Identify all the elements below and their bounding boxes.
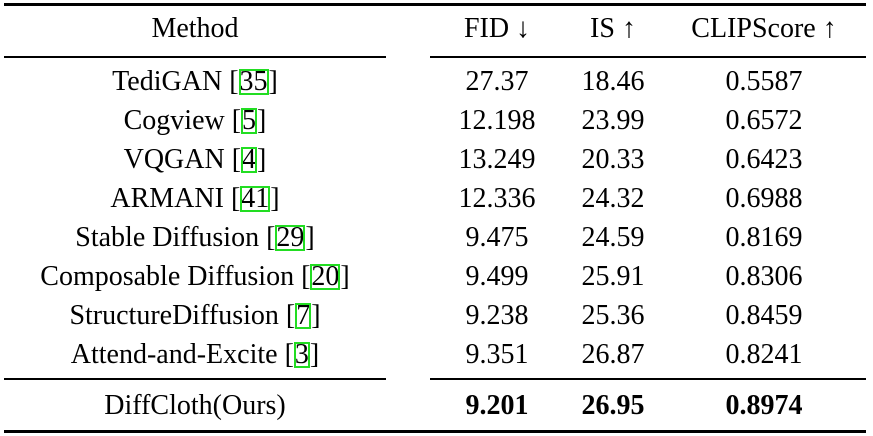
clipscore-cell: 0.8306	[725, 261, 803, 292]
method-name: TediGAN	[112, 66, 223, 97]
clipscore-cell: 0.8169	[725, 222, 803, 253]
citation-close-bracket: ]	[257, 144, 267, 175]
citation-close-bracket: ]	[309, 339, 320, 370]
clipscore-cell: 0.8241	[725, 339, 803, 370]
citation-open-bracket: [	[277, 339, 294, 370]
is-cell: 23.99	[581, 105, 645, 136]
citation-link[interactable]: 4	[241, 144, 258, 175]
table-row: StructureDiffusion [7] 9.238 25.36 0.8459	[0, 297, 873, 335]
is-cell: 18.46	[581, 66, 645, 97]
citation-open-bracket: [	[294, 261, 311, 292]
citation-open-bracket: [	[224, 105, 242, 136]
method-cell: Cogview [5]	[4, 102, 386, 140]
table-row: Stable Diffusion [29] 9.475 24.59 0.8169	[0, 219, 873, 257]
method-name: Stable Diffusion	[75, 222, 267, 253]
citation-link[interactable]: 7	[295, 300, 312, 331]
table-row: ARMANI [41] 12.336 24.32 0.6988	[0, 180, 873, 218]
ours-method: DiffCloth(Ours)	[104, 390, 286, 421]
is-cell: 24.59	[581, 222, 645, 253]
table-row: Attend-and-Excite [3] 9.351 26.87 0.8241	[0, 336, 873, 374]
method-name: StructureDiffusion	[69, 300, 279, 331]
citation-close-bracket: ]	[268, 66, 278, 97]
fid-cell: 9.475	[465, 222, 529, 253]
table-row: VQGAN [4] 13.249 20.33 0.6423	[0, 141, 873, 179]
method-cell: VQGAN [4]	[4, 141, 386, 179]
clipscore-cell: 0.8459	[725, 300, 803, 331]
header-rule-left	[4, 56, 386, 58]
clipscore-cell: 0.6572	[725, 105, 803, 136]
is-cell: 25.91	[581, 261, 645, 292]
fid-cell: 27.37	[465, 66, 529, 97]
citation-close-bracket: ]	[340, 261, 350, 292]
citation-close-bracket: ]	[257, 105, 267, 136]
method-name: VQGAN	[123, 144, 225, 175]
clipscore-cell: 0.6988	[725, 183, 803, 214]
clipscore-cell: 0.5587	[725, 66, 803, 97]
method-cell: Attend-and-Excite [3]	[4, 336, 386, 374]
header-method: Method	[151, 13, 239, 44]
bottom-rule	[4, 430, 866, 433]
method-cell: Stable Diffusion [29]	[4, 219, 386, 257]
ours-is: 26.95	[581, 390, 645, 421]
citation-link[interactable]: 20	[310, 261, 341, 292]
fid-cell: 9.499	[465, 261, 529, 292]
header-fid: FID ↓	[463, 13, 531, 44]
fid-cell: 12.336	[458, 183, 536, 214]
ours-rule-left	[4, 378, 386, 380]
ours-fid: 9.201	[465, 390, 529, 421]
is-cell: 20.33	[581, 144, 645, 175]
header-rule-right	[430, 56, 866, 58]
citation-link[interactable]: 41	[240, 183, 271, 214]
citation-open-bracket: [	[223, 183, 241, 214]
is-cell: 24.32	[581, 183, 645, 214]
citation-link[interactable]: 3	[293, 339, 310, 370]
citation-open-bracket: [	[224, 144, 242, 175]
citation-open-bracket: [	[222, 66, 239, 97]
method-cell: Composable Diffusion [20]	[4, 258, 386, 296]
citation-link[interactable]: 35	[238, 66, 269, 97]
table-row: Composable Diffusion [20] 9.499 25.91 0.830…	[0, 258, 873, 296]
header-is: IS ↑	[590, 13, 636, 44]
method-name: Attend-and-Excite	[70, 339, 278, 370]
fid-cell: 13.249	[458, 144, 536, 175]
fid-cell: 9.238	[465, 300, 529, 331]
method-name: Composable Diffusion	[40, 261, 295, 292]
method-cell: ARMANI [41]	[4, 180, 386, 218]
method-name: Cogview	[123, 105, 225, 136]
ours-clipscore: 0.8974	[725, 390, 803, 421]
is-cell: 25.36	[581, 300, 645, 331]
table-row: TediGAN [35] 27.37 18.46 0.5587	[0, 63, 873, 101]
citation-link[interactable]: 5	[241, 105, 258, 136]
citation-close-bracket: ]	[270, 183, 280, 214]
ours-row: DiffCloth(Ours) 9.201 26.95 0.8974	[0, 387, 873, 425]
method-cell: TediGAN [35]	[4, 63, 386, 101]
citation-open-bracket: [	[278, 300, 296, 331]
citation-open-bracket: [	[266, 222, 276, 253]
citation-close-bracket: ]	[311, 300, 321, 331]
fid-cell: 9.351	[465, 339, 529, 370]
citation-close-bracket: ]	[305, 222, 315, 253]
header-row: Method FID ↓ IS ↑ CLIPScore ↑	[0, 10, 873, 48]
method-name: ARMANI	[110, 183, 224, 214]
table-row: Cogview [5] 12.198 23.99 0.6572	[0, 102, 873, 140]
ours-rule-right	[430, 378, 866, 380]
clipscore-cell: 0.6423	[725, 144, 803, 175]
method-cell: StructureDiffusion [7]	[4, 297, 386, 335]
is-cell: 26.87	[581, 339, 645, 370]
header-clipscore: CLIPScore ↑	[691, 13, 837, 44]
citation-link[interactable]: 29	[275, 222, 306, 253]
fid-cell: 12.198	[458, 105, 536, 136]
top-rule	[4, 3, 866, 6]
